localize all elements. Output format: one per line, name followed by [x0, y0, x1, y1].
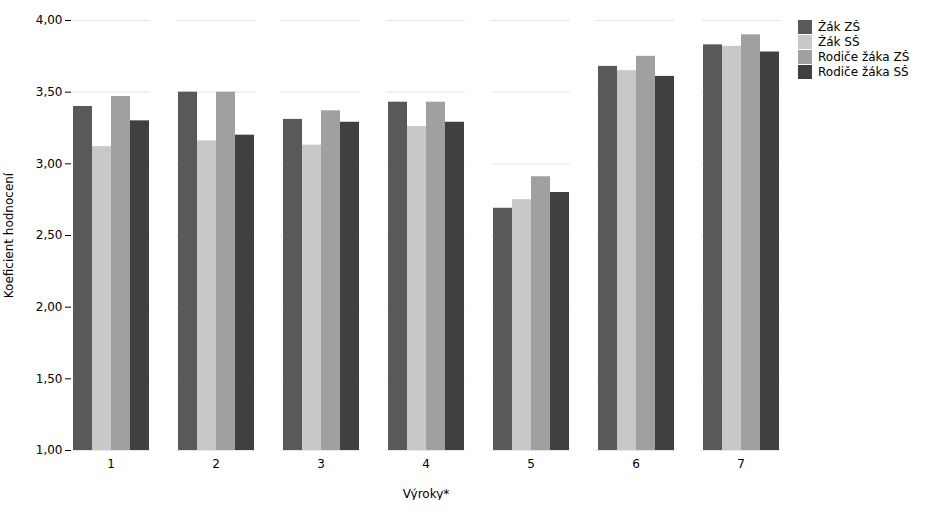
- svg-text:3,00: 3,00: [36, 157, 63, 171]
- svg-text:1,00: 1,00: [36, 443, 63, 457]
- svg-text:3,50: 3,50: [36, 85, 63, 99]
- svg-text:6: 6: [632, 457, 640, 471]
- svg-text:2,50: 2,50: [36, 228, 63, 242]
- html-text:Žák ZŠ: Žák ZŠ: [818, 20, 861, 34]
- html-text:Rodiče žáka SŠ: Rodiče žáka SŠ: [818, 65, 909, 79]
- svg-text:1,50: 1,50: [36, 372, 63, 386]
- svg-text:2,00: 2,00: [36, 300, 63, 314]
- svg-text:Koeficient hodnocení: Koeficient hodnocení: [2, 172, 16, 298]
- svg-text:Výroky*: Výroky*: [403, 487, 450, 501]
- html-text:Rodiče žáka ZŠ: Rodiče žáka ZŠ: [818, 50, 910, 64]
- svg-text:7: 7: [737, 457, 745, 471]
- svg-text:4,00: 4,00: [36, 13, 63, 27]
- svg-text:5: 5: [527, 457, 535, 471]
- svg-text:1: 1: [107, 457, 115, 471]
- html-text:Žák SŠ: Žák SŠ: [818, 35, 860, 49]
- svg-text:4: 4: [422, 457, 430, 471]
- svg-text:2: 2: [212, 457, 220, 471]
- svg-text:3: 3: [317, 457, 325, 471]
